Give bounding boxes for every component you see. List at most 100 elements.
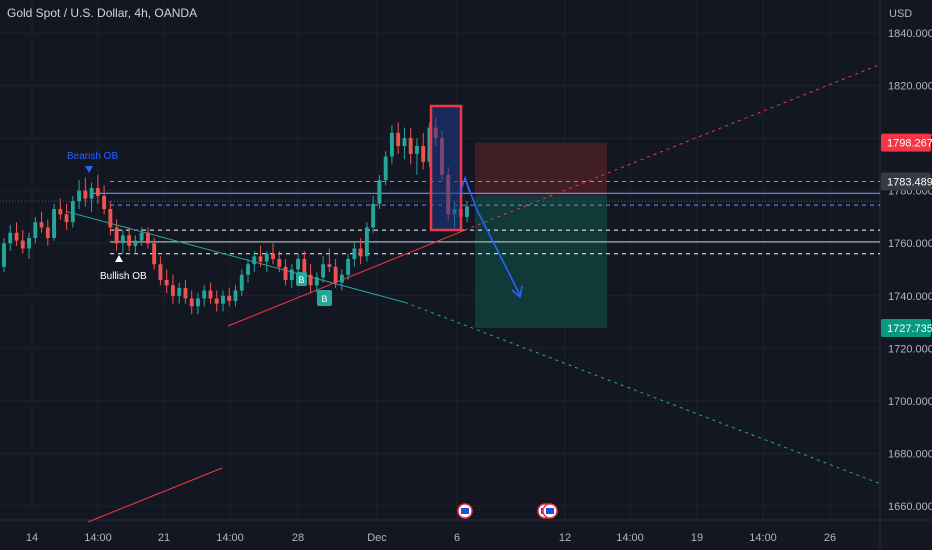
- candle-body: [145, 232, 150, 244]
- price-tick-label: 1820.000: [888, 81, 932, 93]
- candle-body: [102, 195, 107, 210]
- red-trendline-extension: [464, 64, 881, 231]
- price-label-tag: [881, 172, 931, 191]
- candle-body: [221, 295, 225, 304]
- price-tick-label: 1720.000: [888, 343, 932, 355]
- time-tick-label: 14:00: [749, 532, 777, 544]
- time-tick-label: 21: [158, 532, 170, 544]
- time-tick-label: 19: [691, 532, 703, 544]
- candle-body: [333, 266, 338, 283]
- time-tick-label: 6: [454, 532, 460, 544]
- candle-body: [402, 138, 407, 146]
- arrow-start-head: [459, 175, 471, 194]
- drawing-lines: [0, 64, 881, 523]
- candle-body: [321, 264, 326, 278]
- candle-body: [133, 240, 138, 246]
- teal-trendline: [66, 211, 406, 303]
- candle-body: [52, 209, 56, 238]
- drawing-objects: Bearish OB Bullish OB B B: [67, 104, 558, 519]
- candle-body: [164, 280, 169, 286]
- candle-body: [302, 258, 307, 275]
- candle-body: [283, 266, 288, 281]
- candle-body: [408, 138, 413, 154]
- candle-body: [339, 274, 344, 283]
- bearish-ob-label: Bearish OB: [67, 151, 118, 162]
- candle-body: [233, 290, 238, 302]
- price-label-text: 1783.489: [887, 176, 932, 188]
- price-tick-label: 1680.000: [888, 448, 932, 460]
- candle-body: [8, 232, 13, 244]
- candle-body: [202, 290, 207, 299]
- candle-body: [83, 190, 88, 199]
- candle-body: [158, 264, 163, 281]
- time-tick-label: 14: [26, 532, 38, 544]
- candle-body: [371, 203, 376, 228]
- candle-body: [2, 243, 6, 267]
- candle-body: [415, 145, 419, 154]
- price-tick-label: 1660.000: [888, 501, 932, 513]
- candle-body: [246, 264, 250, 275]
- buy-signal-badge: [296, 272, 307, 286]
- candle-body: [377, 180, 382, 204]
- candle-body: [170, 285, 175, 296]
- candle-body: [70, 201, 75, 223]
- price-label-tag: [881, 133, 931, 152]
- chart-title: Gold Spot / U.S. Dollar, 4h, OANDA: [7, 6, 198, 20]
- buy-signal-badge: [317, 290, 332, 306]
- price-tick-label: 1700.000: [888, 396, 932, 408]
- time-tick-label: 14:00: [216, 532, 244, 544]
- candle-body: [389, 132, 394, 157]
- us-flag-icon: [546, 508, 554, 514]
- candle-body: [39, 222, 44, 228]
- candle-body: [114, 227, 119, 244]
- candle-body: [352, 248, 357, 259]
- candle-body: [314, 277, 319, 286]
- candle-body: [127, 235, 132, 246]
- price-tick-label: 1740.000: [888, 291, 932, 303]
- teal-trendline-extension: [404, 301, 881, 485]
- buy-signal-text: B: [321, 294, 327, 304]
- candle-body: [252, 256, 257, 265]
- candle-body: [465, 206, 469, 217]
- candle-body: [139, 232, 144, 241]
- candle-body: [227, 295, 232, 302]
- price-axis[interactable]: 1660.000 1680.000 1700.000 1720.000 1740.000…: [881, 28, 932, 513]
- time-axis[interactable]: 14 14:00 21 14:00 28 Dec 6 12 14:00 19 14:00 26: [26, 532, 836, 544]
- candle-body: [214, 298, 219, 304]
- candle-body: [427, 127, 432, 162]
- candle-body: [289, 269, 294, 281]
- currency-label: USD: [889, 8, 913, 20]
- candle-body: [58, 209, 63, 215]
- candle-body: [177, 287, 182, 296]
- candle-body: [45, 227, 50, 238]
- price-label-text: 1727.735: [887, 323, 932, 335]
- candle-body: [27, 237, 31, 249]
- candle-body: [120, 235, 125, 244]
- candle-body: [327, 264, 332, 267]
- arrow-head: [511, 285, 523, 299]
- candle-body: [77, 190, 82, 202]
- candle-body: [14, 232, 19, 241]
- candle-body: [364, 227, 369, 257]
- candle-body: [277, 258, 282, 267]
- candle-body: [95, 188, 100, 196]
- bearish-ob-marker: [85, 166, 93, 173]
- bullish-ob-label: Bullish OB: [100, 271, 147, 282]
- candle-body: [152, 243, 157, 265]
- candle-body: [421, 145, 426, 162]
- candle-body: [64, 214, 69, 223]
- candle-body: [89, 188, 94, 199]
- price-label-tag: [881, 319, 931, 338]
- candle-body: [264, 253, 269, 262]
- bullish-ob-marker: [115, 255, 123, 262]
- time-tick-label: Dec: [367, 532, 387, 544]
- position-zones: [475, 142, 607, 329]
- candle-body: [258, 256, 263, 262]
- buy-signal-text: B: [298, 275, 304, 285]
- candle-body: [383, 156, 388, 181]
- red-line-lower: [87, 467, 223, 523]
- candle-body: [108, 209, 113, 228]
- candle-body: [271, 253, 275, 259]
